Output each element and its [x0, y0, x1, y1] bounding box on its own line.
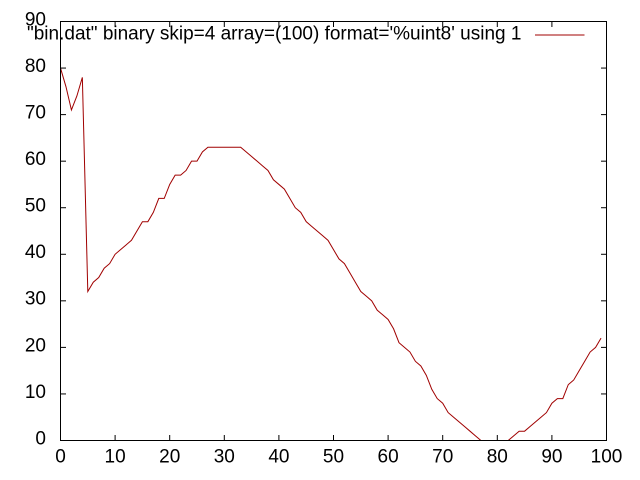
- svg-text:70: 70: [432, 446, 453, 467]
- svg-text:"bin.dat" binary skip=4 array=: "bin.dat" binary skip=4 array=(100) form…: [27, 23, 521, 44]
- svg-text:80: 80: [25, 56, 46, 77]
- svg-text:40: 40: [268, 446, 289, 467]
- svg-text:90: 90: [541, 446, 562, 467]
- svg-text:70: 70: [25, 103, 46, 124]
- svg-text:20: 20: [159, 446, 180, 467]
- svg-text:60: 60: [25, 149, 46, 170]
- svg-text:0: 0: [55, 446, 66, 467]
- svg-text:0: 0: [35, 428, 46, 449]
- svg-text:80: 80: [487, 446, 508, 467]
- svg-text:10: 10: [105, 446, 126, 467]
- svg-text:40: 40: [25, 242, 46, 263]
- svg-text:100: 100: [591, 446, 623, 467]
- svg-text:30: 30: [214, 446, 235, 467]
- svg-text:30: 30: [25, 289, 46, 310]
- svg-text:50: 50: [323, 446, 344, 467]
- svg-text:60: 60: [378, 446, 399, 467]
- svg-text:10: 10: [25, 382, 46, 403]
- svg-text:50: 50: [25, 196, 46, 217]
- svg-text:20: 20: [25, 335, 46, 356]
